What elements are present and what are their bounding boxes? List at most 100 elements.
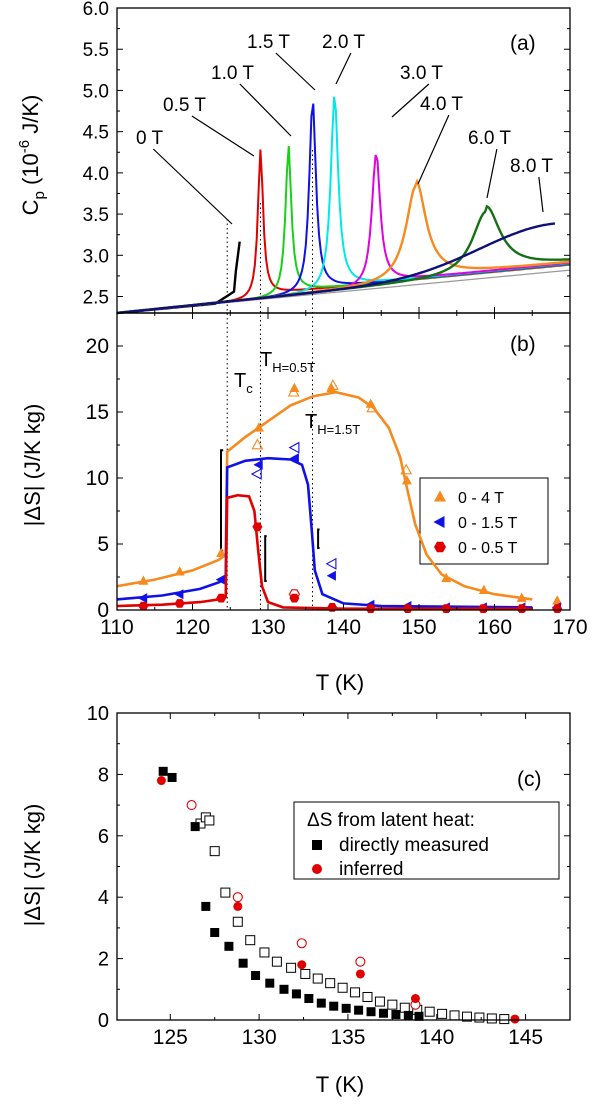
- field-label: 0.5 T: [163, 95, 206, 116]
- latent-point: [190, 822, 200, 832]
- latent-point-open: [355, 956, 366, 967]
- panel-c-x-tick-label: 135: [330, 1026, 365, 1049]
- field-label: 2.0 T: [322, 32, 365, 53]
- panel-a-y-tick-label: 2.5: [83, 288, 109, 309]
- latent-point: [156, 776, 166, 786]
- panel-b-x-tick-label: 150: [401, 616, 436, 639]
- entropy-point-open: [251, 438, 264, 450]
- panel-c-legend: [293, 801, 560, 880]
- panel-c-x-tick-label: 125: [153, 1026, 188, 1049]
- panel-b-y-tick-label: 20: [86, 335, 109, 358]
- latent-point: [410, 994, 420, 1004]
- latent-point-open: [232, 892, 243, 903]
- panel-b-x-tick-label: 160: [477, 616, 512, 639]
- legend-marker: [312, 864, 322, 874]
- tc-annotation: Tc: [234, 370, 253, 396]
- latent-point: [304, 994, 314, 1004]
- latent-point: [167, 772, 177, 782]
- panel-b-x-tick-label: 170: [552, 616, 587, 639]
- latent-point: [158, 766, 168, 776]
- legend-label: 0 - 0.5 T: [458, 540, 518, 557]
- entropy-point: [478, 604, 489, 613]
- field-label-leader: [538, 176, 544, 213]
- entropy-point: [478, 584, 489, 594]
- field-label-leader: [417, 114, 450, 185]
- entropy-point: [441, 572, 452, 583]
- latent-heat-step: [317, 528, 320, 549]
- latent-point-open: [271, 956, 282, 967]
- panel-c-y-tick-label: 10: [87, 703, 109, 725]
- field-label: 1.0 T: [211, 63, 254, 84]
- panel-b-x-tick-label: 120: [175, 616, 210, 639]
- entropy-point-open: [288, 441, 300, 454]
- panel-b: |ΔS| (J/K kg) (b) Tc TH=0.5T TH=1.5T T (…: [20, 333, 549, 695]
- latent-point: [329, 1001, 339, 1011]
- latent-heat-step: [264, 535, 267, 582]
- latent-point: [233, 901, 243, 911]
- entropy-point: [216, 593, 227, 603]
- field-label-leader: [391, 83, 430, 118]
- panel-a-label: (a): [510, 32, 536, 55]
- panel-a-y-tick-label: 5.0: [83, 81, 109, 102]
- panel-b-x-axis-label: T (K): [316, 670, 364, 695]
- latent-point: [279, 984, 289, 994]
- entropy-point: [365, 604, 376, 613]
- panel-c-legend-title: ΔS from latent heat:: [307, 810, 475, 831]
- panel-a-y-tick-label: 3.5: [83, 205, 109, 226]
- field-label: 0 T: [136, 128, 164, 149]
- entropy-point-open: [400, 463, 413, 475]
- entropy-point: [516, 604, 527, 613]
- panel-b-y-axis-label: |ΔS| (J/K kg): [20, 404, 45, 527]
- field-label: 8.0 T: [510, 156, 553, 177]
- panel-a-y-tick-label: 4.0: [83, 164, 109, 185]
- entropy-point-open: [366, 401, 379, 413]
- entropy-point: [174, 566, 185, 576]
- field-label-leader: [275, 52, 316, 91]
- latent-point-open: [350, 987, 361, 998]
- entropy-point-open: [288, 589, 301, 600]
- entropy-point: [138, 575, 149, 585]
- latent-point: [251, 970, 261, 980]
- field-label-leader: [191, 115, 255, 157]
- latent-point-open: [387, 999, 398, 1010]
- entropy-point: [174, 589, 184, 600]
- th-15t-annotation: TH=1.5T: [305, 411, 360, 437]
- legend-label: 0 - 4 T: [458, 490, 504, 507]
- latent-point: [378, 1008, 388, 1018]
- entropy-point: [252, 522, 263, 532]
- latent-point-open: [220, 887, 231, 898]
- latent-point-open: [437, 1008, 448, 1019]
- entropy-fit-curve: [116, 493, 533, 611]
- entropy-point-open: [287, 385, 300, 397]
- entropy-point: [138, 601, 149, 611]
- latent-point: [391, 1009, 401, 1019]
- legend-label: directly measured: [339, 835, 489, 856]
- latent-point: [210, 928, 220, 938]
- latent-point-open: [245, 935, 256, 946]
- entropy-point: [441, 604, 452, 613]
- panel-b-plot-frame: [116, 312, 571, 611]
- entropy-point: [289, 453, 299, 464]
- latent-heat-step: [220, 449, 224, 552]
- latent-point-open: [461, 1011, 472, 1022]
- panel-c-x-tick-label: 140: [419, 1026, 454, 1049]
- latent-point: [366, 1007, 376, 1017]
- field-label: 4.0 T: [420, 94, 463, 115]
- legend-marker: [434, 490, 446, 502]
- latent-point: [265, 978, 275, 988]
- field-label-leader: [152, 148, 233, 225]
- panel-c-y-axis-label: |ΔS| (J/K kg): [20, 804, 45, 927]
- entropy-point-open: [250, 468, 262, 480]
- field-label: 6.0 T: [468, 128, 511, 149]
- field-label-leader: [335, 52, 352, 85]
- latent-point: [201, 901, 211, 911]
- latent-point-open: [399, 1002, 410, 1013]
- panel-a-y-tick-label: 5.5: [83, 40, 109, 61]
- latent-point-open: [362, 991, 373, 1002]
- latent-point-open: [337, 982, 348, 993]
- latent-point: [414, 1011, 424, 1021]
- latent-point-open: [374, 996, 385, 1007]
- latent-point: [238, 958, 248, 968]
- panel-b-label: (b): [510, 333, 536, 356]
